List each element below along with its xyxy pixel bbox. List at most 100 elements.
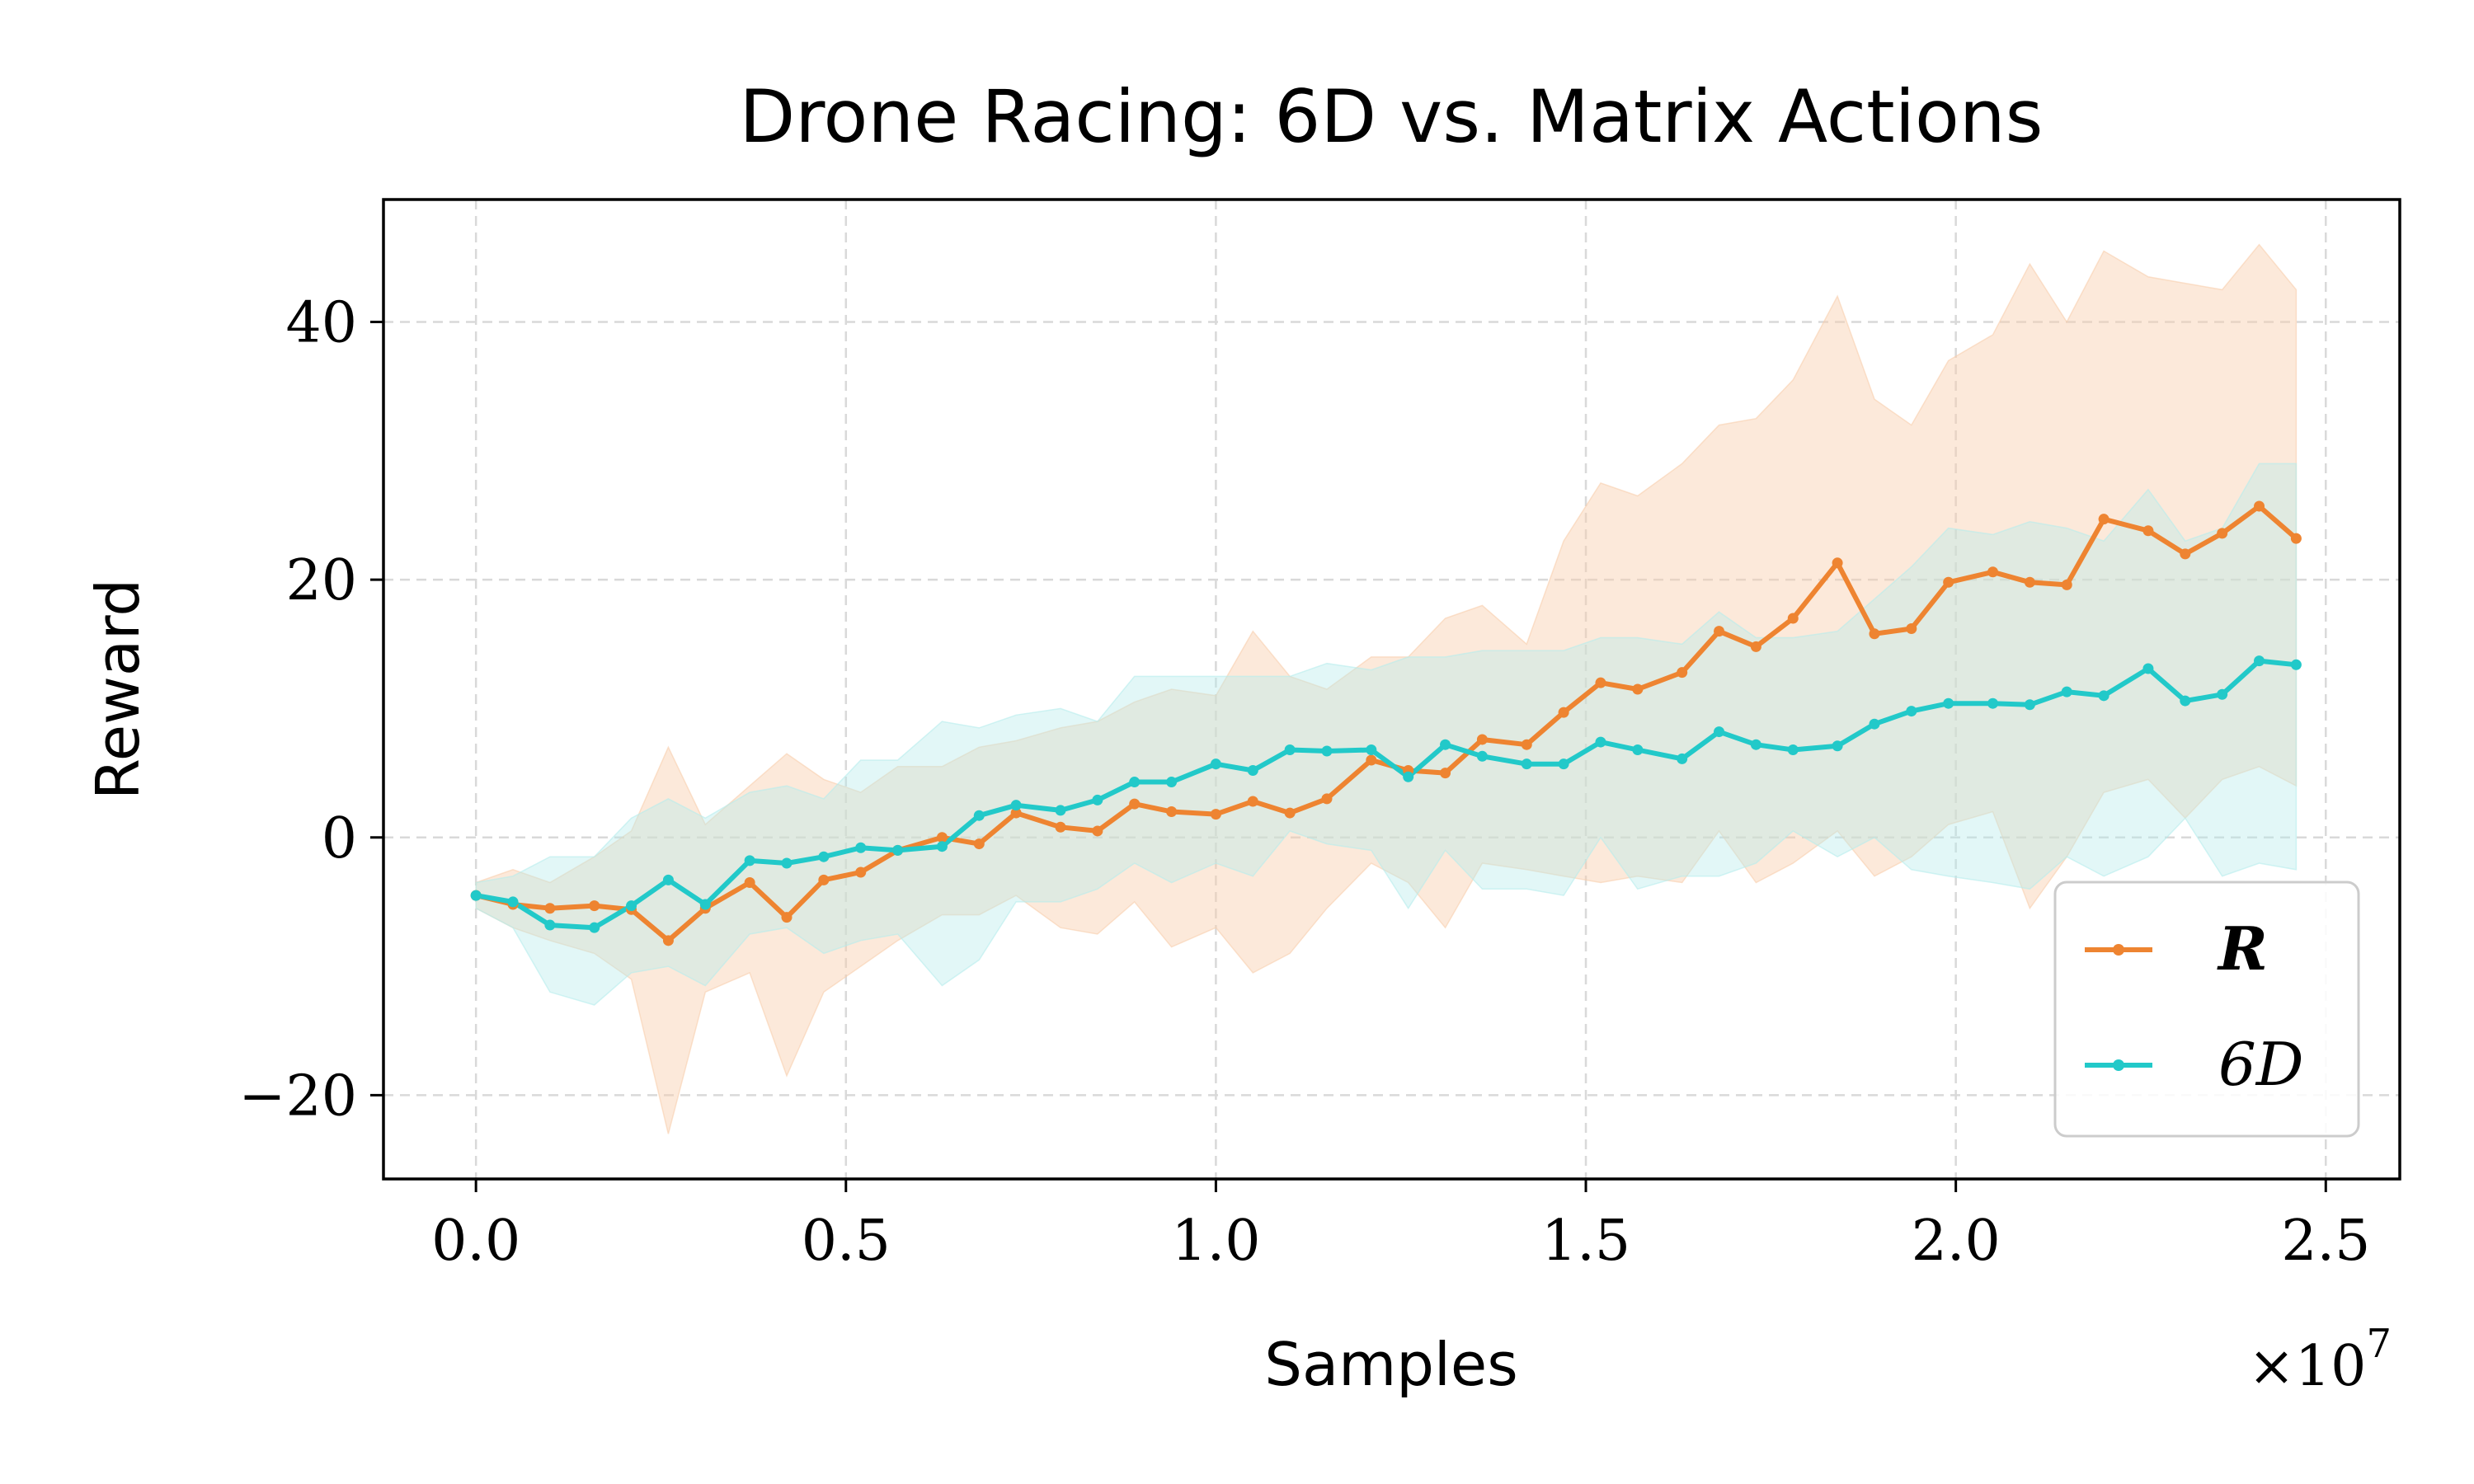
point-6d xyxy=(973,810,985,821)
point-6d xyxy=(1403,771,1414,782)
point-r xyxy=(818,874,830,885)
x-tick-label: 2.5 xyxy=(2281,1209,2370,1274)
point-r xyxy=(1987,566,1999,578)
point-r xyxy=(1906,623,1917,635)
point-r xyxy=(1943,576,1954,588)
x-tick-label: 1.5 xyxy=(1541,1209,1630,1274)
point-6d xyxy=(1321,745,1333,757)
x-axis-label: Samples xyxy=(1264,1330,1517,1399)
point-6d xyxy=(1832,740,1843,752)
point-r xyxy=(936,832,948,843)
band-6d xyxy=(475,463,2298,1006)
y-tick-label: 40 xyxy=(285,291,357,356)
point-r xyxy=(1521,739,1532,750)
y-tick-label: −20 xyxy=(238,1064,357,1129)
point-6d xyxy=(470,890,482,901)
point-r xyxy=(1055,821,1066,833)
plot-frame xyxy=(382,198,2401,1181)
point-6d xyxy=(1284,744,1296,755)
point-r xyxy=(1440,768,1451,779)
point-6d xyxy=(1092,794,1103,805)
point-6d xyxy=(1210,758,1221,770)
point-r xyxy=(1092,825,1103,837)
point-r xyxy=(855,866,867,878)
point-6d xyxy=(1366,744,1377,755)
point-6d xyxy=(1055,805,1066,816)
point-r xyxy=(1714,626,1725,637)
point-r xyxy=(2061,579,2072,590)
y-tick-label: 0 xyxy=(322,806,357,871)
point-6d xyxy=(1558,758,1569,770)
point-6d xyxy=(2290,659,2302,670)
point-6d xyxy=(662,874,674,885)
line-6d xyxy=(475,658,2297,931)
point-6d xyxy=(1677,753,1688,764)
point-r xyxy=(1284,807,1296,819)
x-tick-label: 0.0 xyxy=(431,1209,520,1274)
legend-box xyxy=(2053,881,2360,1138)
point-r xyxy=(1595,677,1606,688)
point-r xyxy=(973,838,985,850)
legend: R 6D xyxy=(2053,881,2360,1138)
grid xyxy=(383,200,2400,1179)
chart-title: Drone Racing: 6D vs. Matrix Actions xyxy=(739,74,2043,159)
point-r xyxy=(1010,807,1022,819)
point-6d xyxy=(507,896,519,908)
x-axis: 0.0 0.5 1.0 1.5 2.0 2.5 xyxy=(431,1179,2370,1274)
point-6d xyxy=(544,919,556,931)
point-r xyxy=(1366,754,1377,766)
point-6d xyxy=(1987,697,1999,709)
point-6d xyxy=(1632,744,1644,755)
point-r xyxy=(1787,613,1799,624)
point-6d xyxy=(1787,744,1799,755)
x-tick-label: 2.0 xyxy=(1912,1209,2001,1274)
point-r xyxy=(1166,806,1178,817)
point-r xyxy=(1677,667,1688,679)
point-6d xyxy=(1943,697,1954,709)
point-r xyxy=(1129,798,1141,810)
point-r xyxy=(1869,628,1880,640)
point-r xyxy=(744,876,755,888)
legend-label-6d: 6D xyxy=(2218,1030,2304,1099)
point-r xyxy=(1247,796,1258,807)
point-6d xyxy=(2217,688,2228,700)
point-6d xyxy=(1595,736,1606,748)
point-6d xyxy=(2024,699,2035,711)
point-6d xyxy=(1129,777,1141,788)
x-axis-multiplier-base: ×10 xyxy=(2248,1334,2367,1399)
point-r xyxy=(1832,557,1843,569)
point-r xyxy=(1558,707,1569,718)
point-6d xyxy=(2180,695,2191,707)
point-r xyxy=(2290,533,2302,544)
point-r xyxy=(2024,576,2035,588)
point-r xyxy=(1321,793,1333,805)
x-tick-label: 1.0 xyxy=(1171,1209,1260,1274)
point-r xyxy=(2217,528,2228,539)
x-axis-multiplier-exponent: 7 xyxy=(2366,1321,2392,1367)
point-6d xyxy=(1521,758,1532,770)
point-6d xyxy=(1714,726,1725,738)
point-6d xyxy=(1440,739,1451,750)
point-6d xyxy=(1166,777,1178,788)
point-6d xyxy=(1010,800,1022,811)
point-6d xyxy=(589,922,600,933)
legend-label-r: R xyxy=(2217,913,2268,984)
point-6d xyxy=(2254,655,2265,667)
point-6d xyxy=(2098,690,2109,702)
point-6d xyxy=(855,842,867,853)
x-axis-multiplier: ×107 xyxy=(2248,1321,2392,1399)
x-tick-label: 0.5 xyxy=(802,1209,891,1274)
point-r xyxy=(544,903,556,914)
series-lines xyxy=(475,504,2298,943)
point-6d xyxy=(2061,686,2072,697)
point-r xyxy=(781,912,793,923)
point-r xyxy=(1632,683,1644,695)
point-r xyxy=(2142,525,2154,537)
point-r xyxy=(2254,500,2265,512)
point-r xyxy=(1476,734,1488,745)
point-6d xyxy=(1906,706,1917,717)
point-r xyxy=(662,935,674,946)
point-6d xyxy=(626,900,637,912)
